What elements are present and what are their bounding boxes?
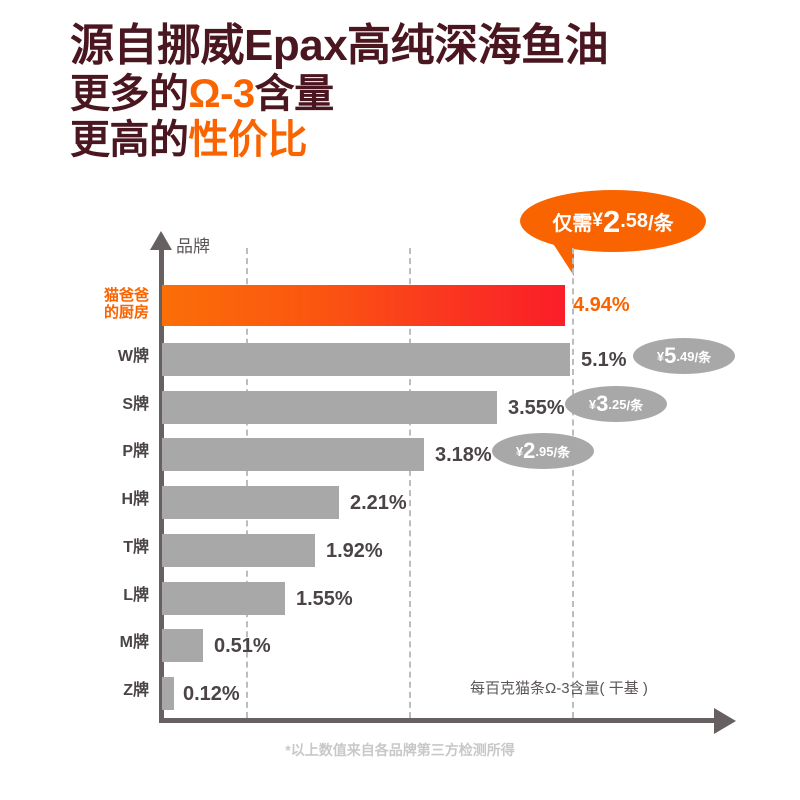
price-pill-3-yen: ¥: [515, 443, 524, 459]
price-pill-3-decimal: .95: [535, 443, 554, 459]
headline-line-2-prefix: 更多的: [70, 72, 189, 116]
bubble-price-decimal: .58: [620, 209, 649, 232]
value-label-0: 4.94%: [573, 294, 630, 316]
price-pill-3: ¥2.95/条: [492, 433, 594, 469]
value-label-3: 3.18%: [435, 444, 492, 466]
bubble-body: [520, 190, 706, 252]
y-label-8: Z牌: [123, 682, 149, 699]
headline-line-2: 更多的Ω-3含量: [70, 74, 750, 114]
price-pill-1-yen: ¥: [656, 348, 665, 364]
value-label-6: 1.55%: [296, 588, 353, 610]
y-label-5: T牌: [123, 539, 149, 556]
value-label-4: 2.21%: [350, 492, 407, 514]
price-pill-3-integer: 2: [523, 438, 536, 463]
x-axis-line: [159, 718, 717, 723]
gridline-1: [246, 248, 248, 718]
price-pill-2: ¥3.25/条: [565, 386, 667, 422]
price-pill-2-yen: ¥: [588, 396, 597, 412]
bar-5: [162, 534, 315, 567]
y-axis-title: 品牌: [176, 237, 210, 256]
bar-4: [162, 486, 339, 519]
headline-line-2-accent: Ω-3: [188, 72, 256, 116]
value-label-7: 0.51%: [214, 635, 271, 657]
bubble-price-integer: 2: [602, 203, 621, 239]
y-axis-line: [159, 248, 164, 722]
y-label-1: W牌: [117, 348, 149, 365]
value-label-5: 1.92%: [326, 540, 383, 562]
price-pill-1-decimal: .49: [676, 348, 695, 364]
y-label-0: 猫爸爸 的厨房: [104, 287, 149, 322]
value-label-8: 0.12%: [183, 683, 240, 705]
bar-3: [162, 438, 424, 471]
headline-line-3-accent: 性价比: [188, 118, 308, 162]
bubble-prefix: 仅需: [552, 212, 593, 235]
headline-line-1: 源自挪威Epax高纯深海鱼油: [70, 21, 609, 70]
value-label-2: 3.55%: [508, 397, 565, 419]
y-label-0-line1: 猫爸爸: [103, 287, 149, 304]
y-label-6: L牌: [123, 587, 149, 604]
price-pill-1-integer: 5: [664, 343, 677, 368]
price-pill-2-unit: /条: [626, 397, 644, 413]
gridline-2: [409, 248, 411, 718]
y-label-2: S牌: [122, 396, 149, 413]
y-label-0-line2: 的厨房: [103, 304, 149, 322]
bar-0: [162, 285, 565, 326]
bar-8: [162, 677, 174, 710]
y-label-3: P牌: [122, 443, 149, 460]
x-axis-title: 每百克猫条Ω-3含量( 干基 ): [470, 680, 648, 697]
x-axis-arrow-icon: [714, 708, 736, 734]
price-callout-bubble: 仅需 ¥2.58/条: [520, 190, 720, 280]
value-label-1: 5.1%: [581, 349, 627, 371]
headline-line-3: 更高的性价比: [70, 120, 750, 160]
bar-1: [162, 343, 570, 376]
price-pill-2-decimal: .25: [608, 396, 627, 412]
bar-6: [162, 582, 285, 615]
price-pill-1-unit: /条: [694, 349, 712, 365]
y-label-7: M牌: [119, 634, 149, 651]
gridline-3: [572, 248, 574, 718]
price-pill-3-unit: /条: [553, 444, 571, 460]
bar-2: [162, 391, 497, 424]
headline-line-3-prefix: 更高的: [70, 118, 189, 162]
price-pill-2-integer: 3: [596, 391, 609, 416]
y-axis-arrow-icon: [150, 231, 172, 250]
headline-block: 源自挪威Epax高纯深海鱼油 更多的Ω-3含量 更高的性价比: [70, 21, 750, 161]
price-pill-1: ¥5.49/条: [633, 338, 735, 374]
headline-line-2-suffix: 含量: [254, 72, 335, 116]
chart-footnote: *以上数值来自各品牌第三方检测所得: [285, 742, 515, 758]
bubble-tail-icon: [542, 242, 574, 276]
bubble-price-unit: /条: [648, 212, 674, 235]
bubble-text: 仅需 ¥2.58/条: [520, 190, 706, 252]
bubble-yen-symbol: ¥: [592, 210, 603, 231]
bar-7: [162, 629, 203, 662]
y-label-4: H牌: [121, 491, 149, 508]
